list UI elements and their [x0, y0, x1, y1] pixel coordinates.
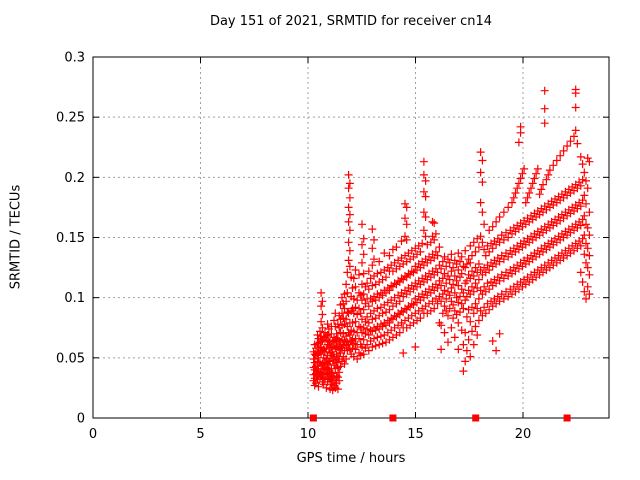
event-marker-square	[309, 414, 317, 422]
y-tick-label: 0	[77, 412, 85, 427]
data-points-path	[309, 85, 594, 395]
y-tick-label: 0.05	[56, 351, 85, 366]
y-tick-label: 0.25	[56, 111, 85, 126]
event-marker-square	[563, 414, 571, 422]
y-tick-label: 0.3	[64, 51, 85, 66]
x-tick-label: 5	[196, 427, 204, 442]
event-marker-square	[389, 414, 397, 422]
x-tick-label: 10	[300, 427, 317, 442]
event-marker-square	[472, 414, 480, 422]
event-markers	[309, 414, 571, 422]
x-tick-label: 20	[515, 427, 532, 442]
x-tick-label: 15	[407, 427, 424, 442]
chart-title: Day 151 of 2021, SRMTID for receiver cn1…	[209, 14, 493, 29]
y-tick-label: 0.1	[64, 291, 85, 306]
y-tick-label: 0.2	[64, 171, 85, 186]
x-axis-label: GPS time / hours	[296, 451, 406, 466]
x-tick-label: 0	[89, 427, 97, 442]
y-tick-label: 0.15	[56, 231, 85, 246]
